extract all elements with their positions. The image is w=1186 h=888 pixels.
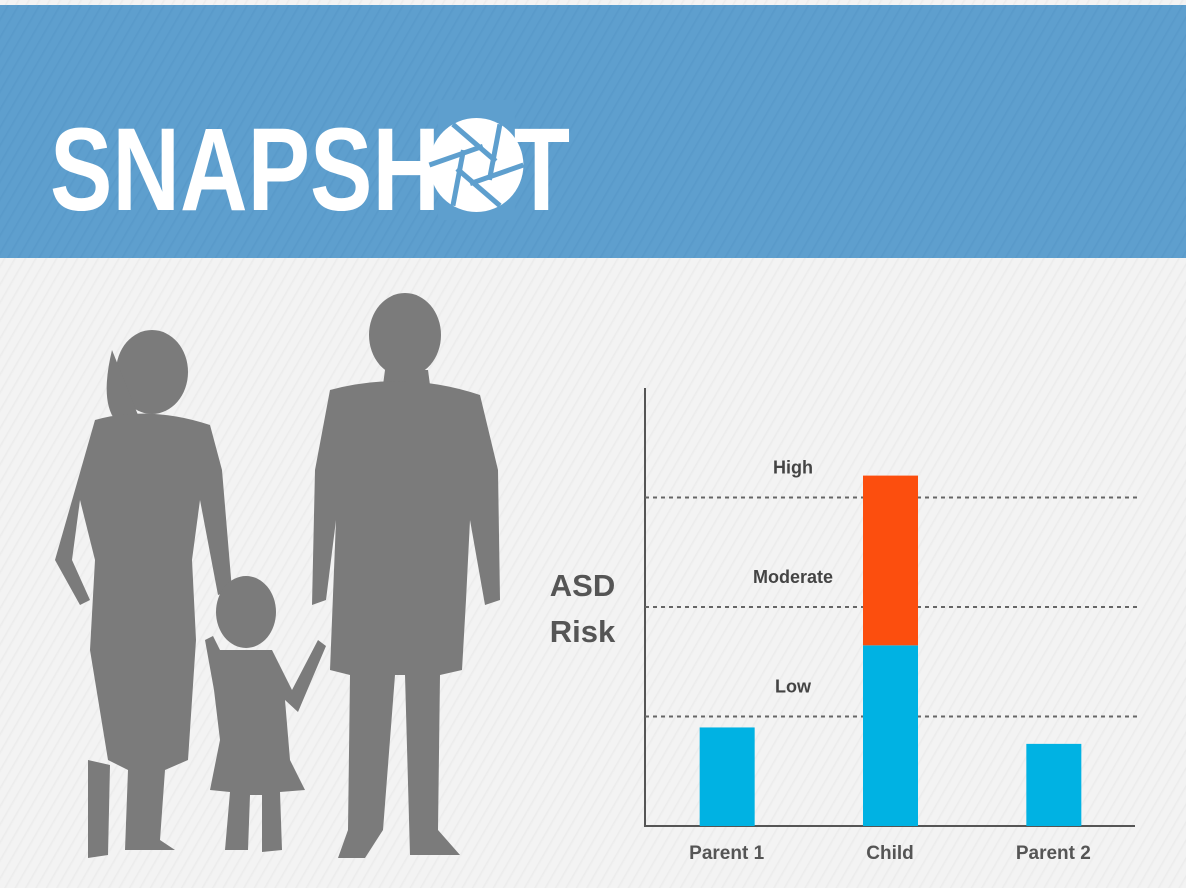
bar: [1026, 744, 1081, 826]
x-tick-label: Parent 2: [1016, 843, 1091, 864]
y-tick-label: High: [773, 458, 813, 478]
bar: [863, 476, 918, 646]
aperture-icon: [429, 100, 523, 220]
icon-disc: [429, 118, 523, 212]
canvas: SNAPSHOT LowModerateHighParent 1ChildPar…: [0, 0, 1186, 888]
x-tick-label: Child: [866, 843, 914, 864]
y-tick-label: Moderate: [753, 567, 833, 587]
child: [205, 576, 326, 852]
man: [312, 293, 500, 858]
page: SNAPSHOT LowModerateHighParent 1ChildPar…: [0, 0, 1186, 888]
x-tick-label: Parent 1: [689, 843, 764, 864]
bar: [863, 645, 918, 826]
y-tick-label: Low: [775, 677, 812, 697]
y-axis-label: ASD Risk: [520, 563, 645, 655]
woman: [55, 330, 232, 858]
bar: [700, 727, 755, 826]
silhouettes: [55, 293, 500, 858]
